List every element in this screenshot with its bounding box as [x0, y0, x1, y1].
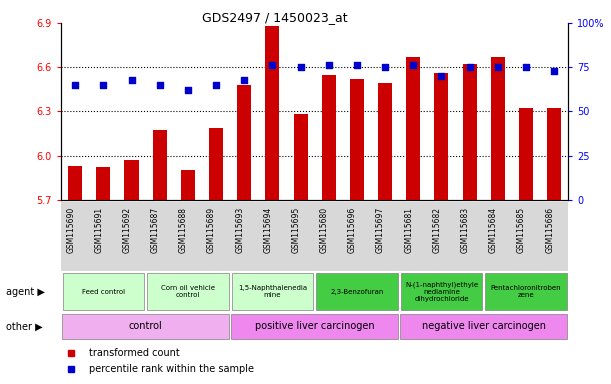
Text: 2,3-Benzofuran: 2,3-Benzofuran	[330, 289, 384, 295]
Point	[268, 62, 277, 68]
Text: GSM115683: GSM115683	[461, 207, 470, 253]
Point	[521, 64, 531, 70]
Point	[493, 64, 503, 70]
Bar	[147, 273, 229, 310]
Text: GSM115685: GSM115685	[517, 207, 526, 253]
Bar	[97, 167, 111, 200]
Bar	[434, 73, 448, 200]
Point	[436, 73, 446, 79]
Bar	[491, 57, 505, 200]
Text: GSM115695: GSM115695	[291, 207, 301, 253]
Text: GSM115682: GSM115682	[433, 207, 441, 253]
Text: percentile rank within the sample: percentile rank within the sample	[89, 364, 254, 374]
Text: GSM115688: GSM115688	[179, 207, 188, 253]
Text: negative liver carcinogen: negative liver carcinogen	[422, 321, 546, 331]
Point	[352, 62, 362, 68]
Text: GSM115697: GSM115697	[376, 207, 385, 253]
Point	[126, 76, 136, 83]
Point	[98, 82, 108, 88]
Text: GSM115684: GSM115684	[489, 207, 498, 253]
Bar	[400, 314, 568, 339]
Bar	[463, 64, 477, 200]
Point	[549, 68, 559, 74]
Bar	[62, 314, 229, 339]
Bar	[547, 108, 561, 200]
Point	[408, 62, 418, 68]
Bar	[401, 273, 482, 310]
Bar	[485, 273, 567, 310]
Text: transformed count: transformed count	[89, 348, 180, 358]
Bar	[519, 108, 533, 200]
Point	[211, 82, 221, 88]
Bar	[406, 57, 420, 200]
Text: GSM115681: GSM115681	[404, 207, 413, 253]
Text: GSM115687: GSM115687	[151, 207, 159, 253]
Text: GSM115692: GSM115692	[123, 207, 131, 253]
Bar	[237, 85, 251, 200]
Text: agent ▶: agent ▶	[6, 287, 45, 297]
Bar	[209, 127, 223, 200]
Text: Corn oil vehicle
control: Corn oil vehicle control	[161, 285, 215, 298]
Bar	[181, 170, 195, 200]
Text: Feed control: Feed control	[82, 289, 125, 295]
Text: GSM115696: GSM115696	[348, 207, 357, 253]
Bar	[316, 273, 398, 310]
Text: GSM115694: GSM115694	[263, 207, 273, 253]
Point	[240, 76, 249, 83]
Bar	[378, 83, 392, 200]
Text: GDS2497 / 1450023_at: GDS2497 / 1450023_at	[202, 12, 348, 25]
Bar	[153, 131, 167, 200]
Text: Pentachloronitroben
zene: Pentachloronitroben zene	[491, 285, 562, 298]
Text: GSM115680: GSM115680	[320, 207, 329, 253]
Text: GSM115689: GSM115689	[207, 207, 216, 253]
Bar	[68, 166, 82, 200]
Bar	[293, 114, 307, 200]
Point	[70, 82, 80, 88]
Bar	[350, 79, 364, 200]
Point	[155, 82, 164, 88]
Bar	[232, 273, 313, 310]
Bar	[125, 160, 139, 200]
Point	[183, 87, 193, 93]
Bar	[62, 273, 144, 310]
Bar	[322, 74, 336, 200]
Bar	[231, 314, 398, 339]
Point	[465, 64, 475, 70]
Text: GSM115686: GSM115686	[545, 207, 554, 253]
Text: GSM115691: GSM115691	[94, 207, 103, 253]
Bar	[265, 26, 279, 200]
Text: N-(1-naphthyl)ethyle
nediamine
dihydrochloride: N-(1-naphthyl)ethyle nediamine dihydroch…	[405, 281, 478, 302]
Text: 1,5-Naphthalenedia
mine: 1,5-Naphthalenedia mine	[238, 285, 307, 298]
Text: GSM115693: GSM115693	[235, 207, 244, 253]
Text: other ▶: other ▶	[6, 321, 43, 331]
Text: positive liver carcinogen: positive liver carcinogen	[255, 321, 375, 331]
Point	[380, 64, 390, 70]
Text: GSM115690: GSM115690	[66, 207, 75, 253]
Text: control: control	[129, 321, 163, 331]
Point	[324, 62, 334, 68]
Point	[296, 64, 306, 70]
